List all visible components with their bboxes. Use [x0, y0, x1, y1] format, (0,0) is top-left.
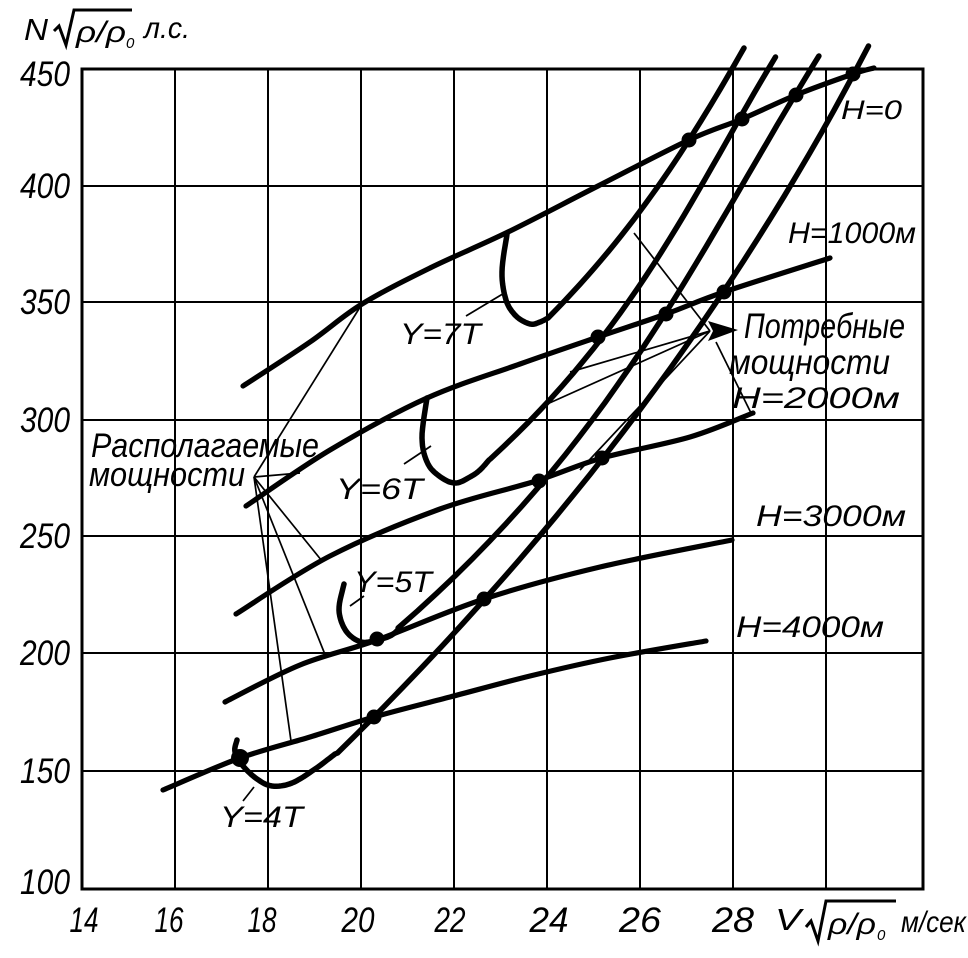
- svg-text:Y=4T: Y=4T: [220, 801, 306, 834]
- svg-text:Потребные: Потребные: [744, 307, 905, 346]
- svg-text:28: 28: [711, 901, 755, 940]
- svg-text:20: 20: [341, 901, 375, 940]
- svg-text:л.с.: л.с.: [142, 12, 190, 45]
- svg-text:Y=6T: Y=6T: [336, 473, 426, 506]
- svg-text:450: 450: [20, 55, 70, 94]
- svg-text:300: 300: [20, 401, 70, 440]
- svg-text:H=2000м: H=2000м: [732, 382, 900, 415]
- svg-text:0: 0: [877, 927, 886, 944]
- svg-text:16: 16: [155, 901, 184, 940]
- svg-text:Располагаемые: Располагаемые: [91, 427, 319, 465]
- svg-text:350: 350: [20, 283, 70, 322]
- svg-text:H=1000м: H=1000м: [788, 217, 916, 250]
- svg-text:м/сек: м/сек: [901, 906, 968, 939]
- svg-text:H=0: H=0: [841, 95, 902, 125]
- svg-text:22: 22: [434, 901, 466, 940]
- svg-text:V: V: [775, 902, 805, 937]
- svg-text:24: 24: [528, 901, 568, 940]
- svg-text:100: 100: [20, 863, 70, 902]
- svg-text:150: 150: [20, 752, 70, 791]
- svg-text:H=3000м: H=3000м: [756, 500, 906, 533]
- svg-text:H=4000м: H=4000м: [736, 611, 884, 644]
- svg-text:250: 250: [19, 517, 70, 556]
- svg-text:26: 26: [618, 901, 662, 940]
- svg-text:ρ/ρ: ρ/ρ: [75, 16, 126, 49]
- svg-text:мощности: мощности: [729, 343, 890, 382]
- svg-text:400: 400: [20, 167, 70, 206]
- svg-text:18: 18: [248, 901, 277, 940]
- svg-text:200: 200: [19, 634, 70, 673]
- svg-text:0: 0: [126, 35, 135, 52]
- svg-text:N: N: [24, 12, 49, 47]
- svg-text:Y=7T: Y=7T: [400, 318, 484, 351]
- svg-text:ρ/ρ: ρ/ρ: [827, 908, 876, 941]
- svg-text:14: 14: [70, 901, 99, 940]
- svg-text:мощности: мощности: [89, 456, 245, 494]
- svg-text:Y=5T: Y=5T: [354, 566, 435, 599]
